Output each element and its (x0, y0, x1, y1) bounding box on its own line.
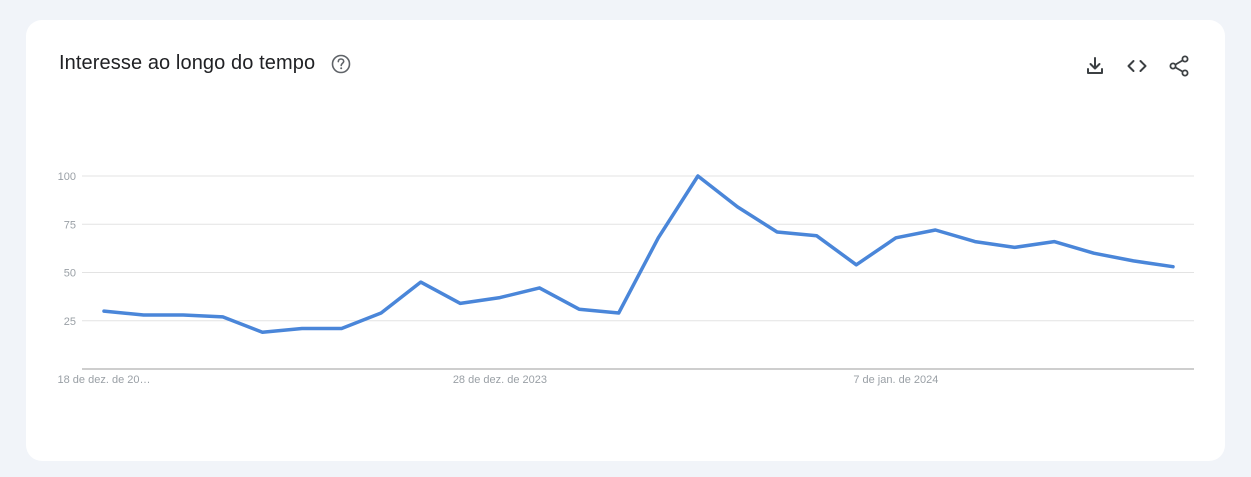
share-icon[interactable] (1167, 54, 1191, 78)
x-tick-label-1: 28 de dez. de 2023 (453, 374, 547, 386)
help-circle-icon[interactable] (331, 54, 351, 74)
data-point-16[interactable] (732, 202, 742, 212)
data-point-26[interactable] (1128, 256, 1138, 266)
data-point-23[interactable] (1010, 242, 1020, 252)
data-point-9[interactable] (455, 298, 465, 308)
y-tick-label-50: 50 (64, 268, 76, 280)
chart-card: Interesse ao longo do tempo (26, 20, 1225, 461)
x-tick-labels: 18 de dez. de 20… 28 de dez. de 2023 7 de … (58, 374, 939, 386)
data-point-17[interactable] (772, 227, 782, 237)
x-tick-label-2: 7 de jan. de 2024 (853, 374, 938, 386)
data-point-6[interactable] (337, 323, 347, 333)
data-point-20[interactable] (891, 233, 901, 243)
data-point-4[interactable] (257, 327, 267, 337)
data-point-5[interactable] (297, 323, 307, 333)
data-point-1[interactable] (139, 310, 149, 320)
data-point-8[interactable] (416, 277, 426, 287)
data-point-12[interactable] (574, 304, 584, 314)
download-icon[interactable] (1083, 54, 1107, 78)
data-point-19[interactable] (851, 260, 861, 270)
data-point-22[interactable] (970, 237, 980, 247)
data-point-14[interactable] (653, 233, 663, 243)
data-point-27[interactable] (1168, 262, 1178, 272)
y-tick-labels: 25 50 75 100 (58, 171, 76, 328)
data-point-15[interactable] (693, 171, 703, 181)
chart-title: Interesse ao longo do tempo (59, 52, 316, 74)
series-line (102, 174, 1175, 335)
data-point-11[interactable] (535, 283, 545, 293)
data-point-21[interactable] (930, 225, 940, 235)
data-point-25[interactable] (1089, 248, 1099, 258)
chart-actions (1083, 54, 1191, 78)
data-point-18[interactable] (812, 231, 822, 241)
code-embed-icon[interactable] (1125, 54, 1149, 78)
y-tick-label-25: 25 (64, 316, 76, 328)
grid-layer (82, 175, 1194, 322)
data-point-13[interactable] (614, 308, 624, 318)
y-tick-label-100: 100 (58, 171, 76, 183)
y-tick-label-75: 75 (64, 219, 76, 231)
data-point-3[interactable] (218, 312, 228, 322)
data-point-24[interactable] (1049, 237, 1059, 247)
data-point-7[interactable] (376, 308, 386, 318)
data-point-2[interactable] (178, 310, 188, 320)
x-tick-label-0: 18 de dez. de 20… (58, 374, 151, 386)
data-point-10[interactable] (495, 293, 505, 303)
title-row: Interesse ao longo do tempo (59, 52, 351, 75)
data-point-0[interactable] (99, 306, 109, 316)
